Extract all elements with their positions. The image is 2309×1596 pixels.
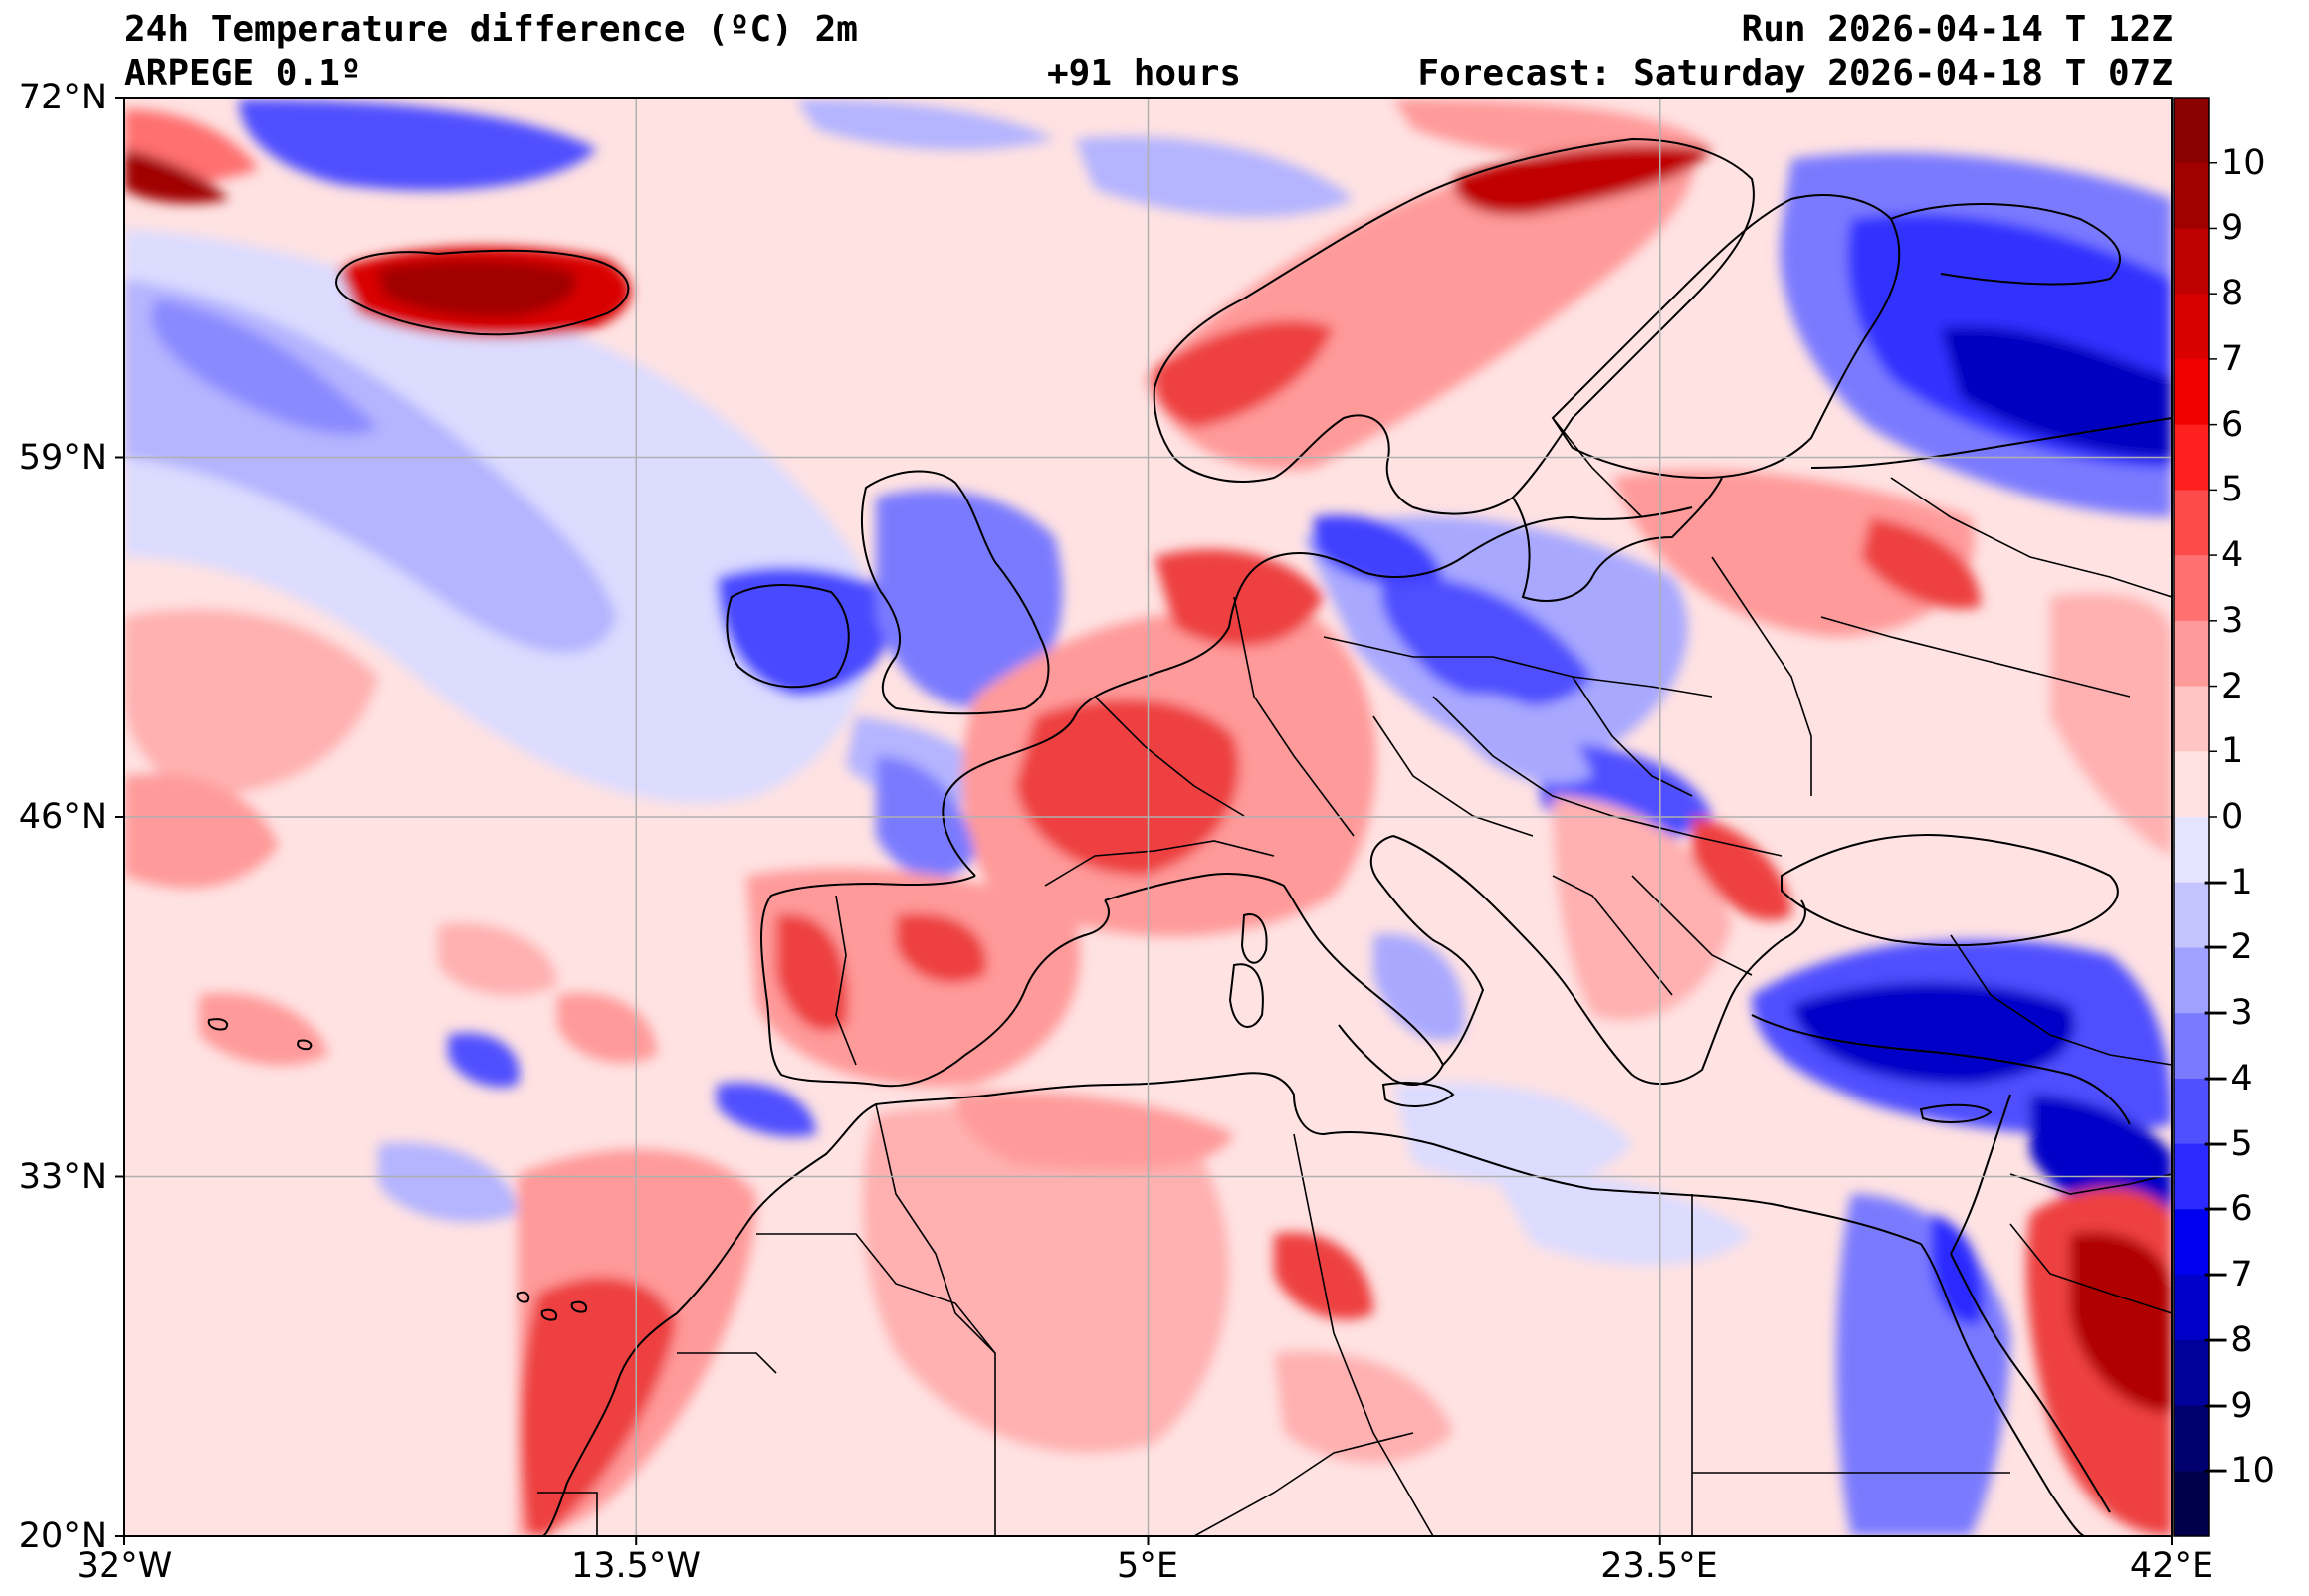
colorbar-segment: [2174, 1405, 2209, 1472]
colorbar-tick-label: −7: [2202, 1255, 2253, 1296]
colorbar-tick-label: −10: [2202, 1451, 2275, 1492]
colorbar-segment: [2174, 1471, 2209, 1537]
colorbar-segment: [2174, 882, 2209, 948]
colorbar-tick-label: −6: [2202, 1189, 2253, 1230]
lat-tick-label: 46°N: [18, 797, 106, 837]
colorbar-segment: [2174, 751, 2209, 818]
chart-title: 24h Temperature difference (ºC) 2m: [124, 9, 858, 50]
colorbar-tick-label: 6: [2221, 404, 2244, 445]
colorbar-tick-label: 9: [2221, 208, 2244, 249]
colorbar: [2173, 97, 2217, 1537]
gridlines: [124, 98, 2172, 1536]
lead-time-label: +91 hours: [1047, 53, 1242, 94]
run-label: Run 2026-04-14 T 12Z: [1741, 9, 2173, 50]
colorbar-segment: [2174, 620, 2209, 688]
country-borders: [537, 417, 2172, 1536]
colorbar-segment: [2174, 424, 2209, 491]
colorbar-tick-label: 3: [2221, 600, 2244, 641]
colorbar-tick-label: 2: [2221, 666, 2244, 706]
colorbar-segment: [2174, 1143, 2209, 1210]
colorbar-segment: [2174, 1209, 2209, 1276]
colorbar-tick-label: 4: [2221, 535, 2244, 576]
colorbar-segment: [2174, 1078, 2209, 1145]
model-label: ARPEGE 0.1º: [124, 53, 362, 94]
colorbar-segment: [2174, 1339, 2209, 1407]
colorbar-segment: [2174, 490, 2209, 556]
lon-tick-label: 5°E: [1117, 1546, 1178, 1586]
colorbar-segment: [2174, 162, 2209, 229]
lat-tick-label: 59°N: [18, 438, 106, 478]
colorbar-tick-label: −4: [2202, 1058, 2253, 1098]
colorbar-segment: [2174, 555, 2209, 622]
colorbar-tick-label: 0: [2221, 797, 2244, 837]
colorbar-tick-label: 1: [2221, 731, 2244, 772]
colorbar-tick-label: −5: [2202, 1123, 2253, 1164]
colorbar-tick-label: −8: [2202, 1319, 2253, 1360]
lat-tick-label: 20°N: [18, 1516, 106, 1556]
lat-tick-label: 33°N: [18, 1157, 106, 1197]
lon-tick-label: 42°E: [2129, 1546, 2214, 1586]
colorbar-tick-label: −2: [2202, 927, 2253, 968]
colorbar-segment: [2174, 817, 2209, 884]
colorbar-tick-label: 7: [2221, 338, 2244, 379]
colorbar-segment: [2174, 294, 2209, 360]
colorbar-segment: [2174, 358, 2209, 426]
colorbar-segment: [2174, 947, 2209, 1014]
colorbar-tick-label: −9: [2202, 1385, 2253, 1426]
lat-tick-label: 72°N: [18, 78, 106, 117]
colorbar-tick-label: 10: [2221, 142, 2266, 183]
lon-tick-label: 32°W: [76, 1546, 173, 1586]
colorbar-segment: [2174, 228, 2209, 295]
forecast-label: Forecast: Saturday 2026-04-18 T 07Z: [1417, 53, 2173, 94]
colorbar-segment: [2174, 686, 2209, 752]
colorbar-segment: [2174, 1275, 2209, 1341]
colorbar-segment: [2174, 1013, 2209, 1080]
colorbar-tick-label: 5: [2221, 470, 2244, 510]
axis-ticks: [115, 97, 2173, 1545]
colorbar-tick-label: 8: [2221, 274, 2244, 314]
coastlines: [207, 137, 2172, 1536]
colorbar-segment: [2174, 98, 2209, 164]
lon-tick-label: 23.5°E: [1600, 1546, 1718, 1586]
colorbar-tick-label: −3: [2202, 993, 2253, 1034]
colorbar-tick-label: −1: [2202, 862, 2253, 902]
lon-tick-label: 13.5°W: [570, 1546, 702, 1586]
